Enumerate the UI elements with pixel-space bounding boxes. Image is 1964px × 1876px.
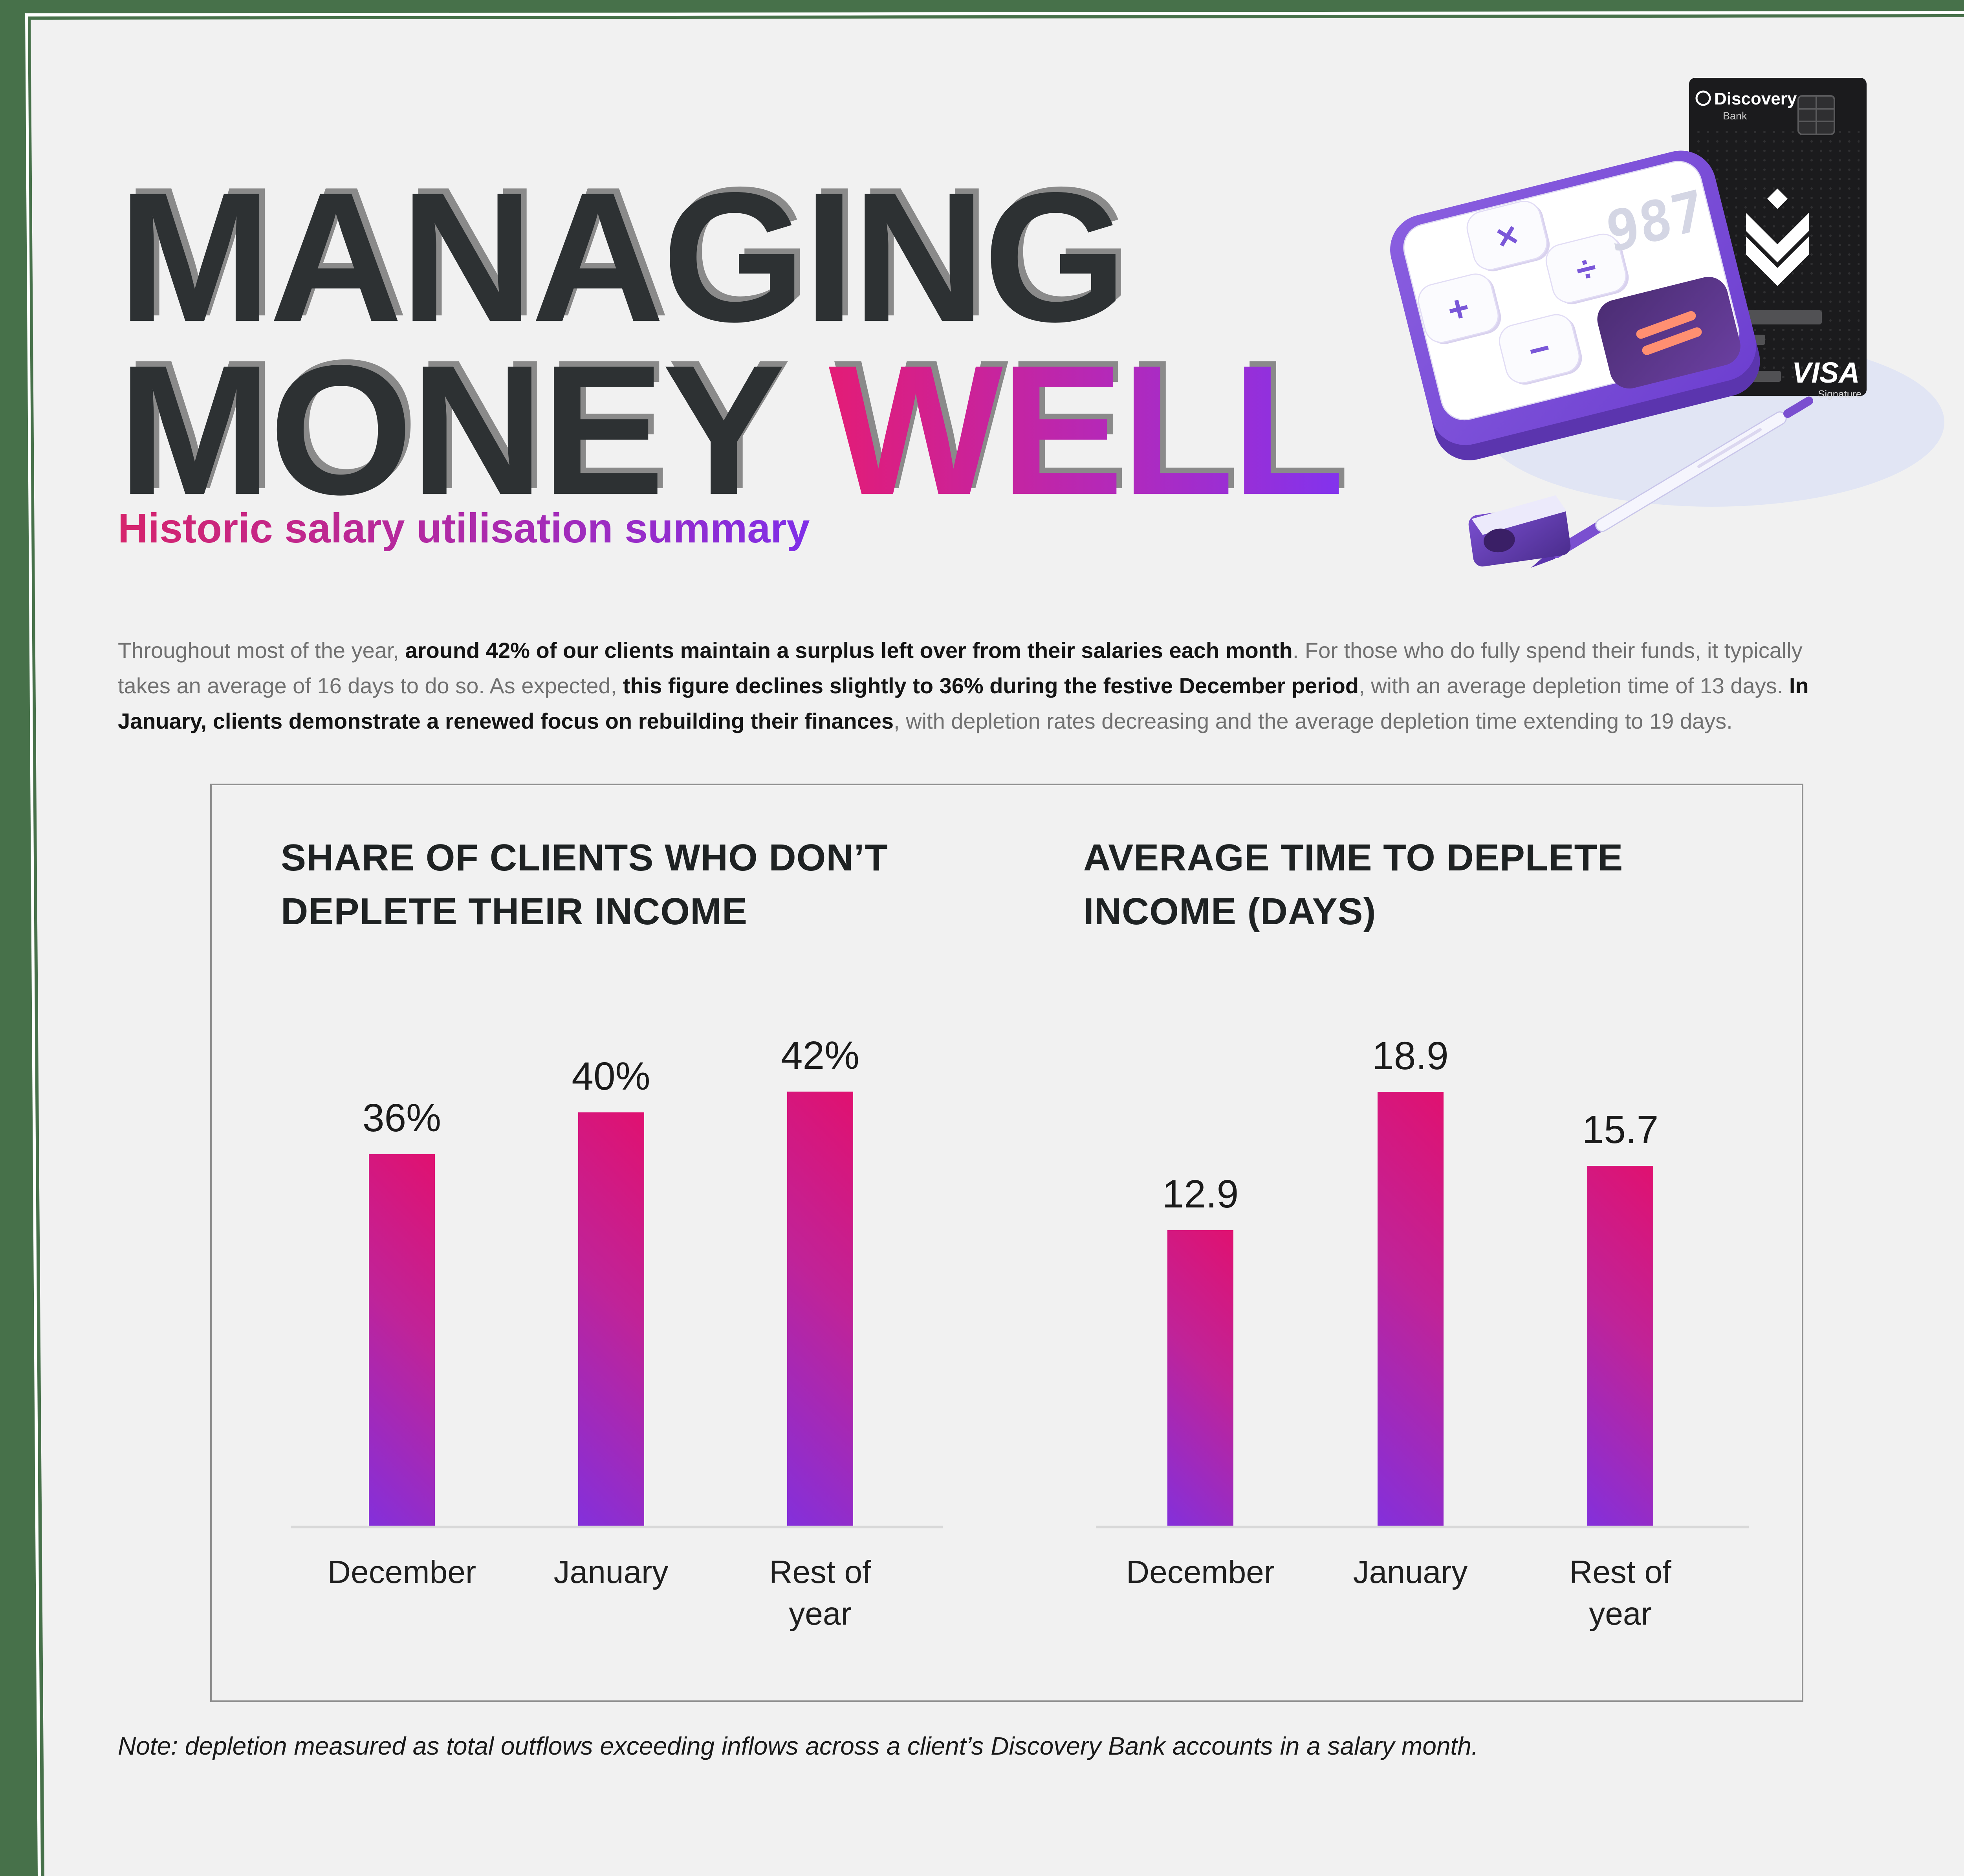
card-network: VISA	[1792, 356, 1860, 389]
category-label: Rest of year	[769, 1554, 871, 1632]
bar	[1587, 1166, 1653, 1527]
title-line-1: MANAGING	[118, 154, 1127, 360]
intro-bold-segment: around 42% of our clients maintain a sur…	[405, 638, 1293, 663]
bar-group: 15.7	[1536, 1110, 1705, 1527]
chart-panel	[210, 784, 1803, 1702]
chart-average-time: AVERAGE TIME TO DEPLETE INCOME (DAYS) 12…	[1083, 831, 1771, 1679]
value-label: 18.9	[1372, 1034, 1449, 1078]
calculator-illustration: × + ÷ − 987	[1390, 150, 1760, 460]
bar	[787, 1092, 853, 1527]
category-label: December	[1126, 1554, 1275, 1590]
category-labels: December January Rest of year	[317, 1552, 905, 1635]
bar	[1377, 1092, 1444, 1527]
category-label: January	[1353, 1554, 1468, 1590]
category-label: January	[553, 1554, 669, 1590]
bars-area: 12.9 18.9 15.7	[1116, 977, 1705, 1527]
intro-bold-segment: this figure declines slightly to 36% dur…	[623, 673, 1359, 698]
pen-illustration	[1531, 396, 1814, 568]
footnote: Note: depletion measured as total outflo…	[118, 1732, 1478, 1760]
value-label: 42%	[780, 1033, 860, 1077]
bar-group: 42%	[736, 1036, 905, 1527]
subtitle: Historic salary utilisation summary	[118, 505, 810, 551]
money-tools-illustration: Discovery Bank VISA Signature	[1390, 78, 1944, 568]
equals-icon	[1636, 311, 1702, 355]
intro-text-segment: . For those who do fully spend their fun…	[118, 638, 1803, 698]
intro-bold-segment: In January, clients demonstrate a renewe…	[118, 673, 1809, 733]
intro-text-segment: , with an average depletion time of 13 d…	[1359, 673, 1789, 698]
category-label: Rest of year	[1569, 1554, 1671, 1632]
chart-title: AVERAGE TIME TO DEPLETE INCOME (DAYS)	[1083, 837, 1623, 933]
sharpener-illustration	[1468, 495, 1571, 567]
bar-group: 18.9	[1326, 1036, 1495, 1527]
bar-group: 12.9	[1116, 1174, 1285, 1527]
bar	[369, 1154, 435, 1527]
value-label: 12.9	[1162, 1172, 1239, 1216]
calculator-keys: × + ÷ −	[1418, 200, 1629, 385]
intro-paragraph: Throughout most of the year, around 42% …	[118, 633, 1858, 739]
bar	[578, 1112, 644, 1527]
discovery-logo-icon	[1695, 90, 1711, 106]
value-label: 15.7	[1582, 1108, 1659, 1152]
title-accent-word: WELL	[828, 326, 1345, 533]
card-tier: Signature	[1818, 388, 1861, 400]
chart-title: SHARE OF CLIENTS WHO DON’T DEPLETE THEIR…	[281, 837, 888, 933]
equals-panel	[1597, 277, 1740, 389]
intro-text-segment: , with depletion rates decreasing and th…	[894, 709, 1733, 733]
bar-group: 36%	[317, 1098, 486, 1527]
x-axis-line	[291, 1526, 943, 1528]
bar-group: 40%	[527, 1057, 696, 1527]
chevron-logo-icon	[1746, 189, 1809, 286]
title-line-2: MONEY WELL	[118, 326, 1345, 533]
x-axis-line	[1096, 1526, 1749, 1528]
chart-share-of-clients: SHARE OF CLIENTS WHO DON’T DEPLETE THEIR…	[281, 831, 949, 1679]
category-label: December	[327, 1554, 476, 1590]
card-brand: Discovery	[1714, 89, 1797, 108]
value-label: 40%	[572, 1054, 650, 1098]
value-label: 36%	[362, 1096, 442, 1140]
category-labels: December January Rest of year	[1116, 1552, 1705, 1635]
bar	[1167, 1230, 1233, 1527]
bars-area: 36% 40% 42%	[317, 977, 905, 1527]
page-title: MANAGING MONEY WELL	[118, 154, 1345, 533]
intro-text-segment: Throughout most of the year,	[118, 638, 405, 663]
card-brand-sub: Bank	[1723, 110, 1747, 122]
